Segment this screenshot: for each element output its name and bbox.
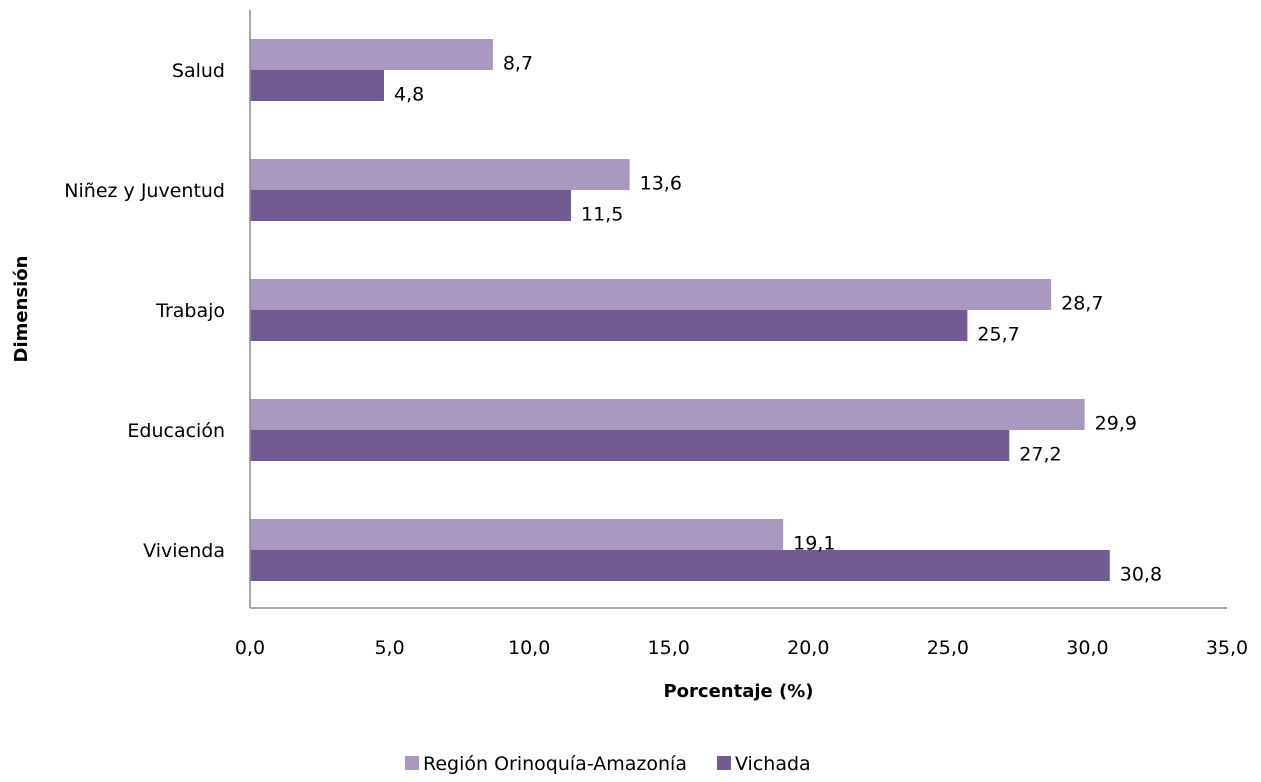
data-label: 19,1 — [793, 533, 835, 555]
legend: Región Orinoquía-Amazonía Vichada — [405, 753, 811, 775]
x-axis-title: Porcentaje (%) — [663, 681, 813, 702]
legend-label: Región Orinoquía-Amazonía — [423, 753, 687, 775]
bar — [250, 190, 572, 221]
bar — [250, 310, 968, 341]
data-label: 13,6 — [640, 173, 682, 195]
x-tick-label: 5,0 — [374, 637, 404, 659]
data-labels-group: 8,7 4,8 13,6 11,5 28,7 25,7 29,9 27,2 19,1 30,8 — [394, 53, 1162, 586]
category-label: Niñez y Juventud — [64, 180, 225, 202]
bar — [250, 519, 784, 550]
category-label: Trabajo — [155, 300, 225, 322]
x-tick-label: 20,0 — [787, 637, 829, 659]
category-label: Salud — [172, 60, 225, 82]
bars-group — [250, 39, 1110, 581]
bar — [250, 399, 1085, 430]
x-tick-label: 25,0 — [927, 637, 969, 659]
bar — [250, 70, 384, 101]
data-label: 27,2 — [1019, 444, 1061, 466]
y-axis-title: Dimensión — [11, 256, 32, 363]
x-tick-label: 35,0 — [1206, 637, 1248, 659]
data-label: 30,8 — [1120, 564, 1162, 586]
data-label: 29,9 — [1095, 413, 1137, 435]
bar — [250, 430, 1010, 461]
category-label: Vivienda — [143, 540, 225, 562]
x-tick-label: 30,0 — [1066, 637, 1108, 659]
data-label: 25,7 — [977, 324, 1019, 346]
category-label: Educación — [127, 420, 225, 442]
data-label: 8,7 — [503, 53, 533, 75]
data-label: 28,7 — [1061, 293, 1103, 315]
legend-swatch — [405, 756, 419, 770]
x-tick-label: 0,0 — [235, 637, 265, 659]
bar — [250, 550, 1110, 581]
bar — [250, 39, 493, 70]
axes-group — [249, 10, 1227, 609]
legend-label: Vichada — [735, 753, 811, 775]
bar — [250, 279, 1052, 310]
x-tick-label: 10,0 — [508, 637, 550, 659]
bar — [250, 159, 630, 190]
category-labels-group: Salud Niñez y Juventud Trabajo Educación Viv… — [64, 60, 225, 562]
legend-swatch — [716, 756, 731, 770]
x-tick-label: 15,0 — [648, 637, 690, 659]
data-label: 4,8 — [394, 84, 424, 106]
data-label: 11,5 — [581, 204, 623, 226]
x-tick-labels-group: 0,0 5,0 10,0 15,0 20,0 25,0 30,0 35,0 — [235, 637, 1248, 659]
